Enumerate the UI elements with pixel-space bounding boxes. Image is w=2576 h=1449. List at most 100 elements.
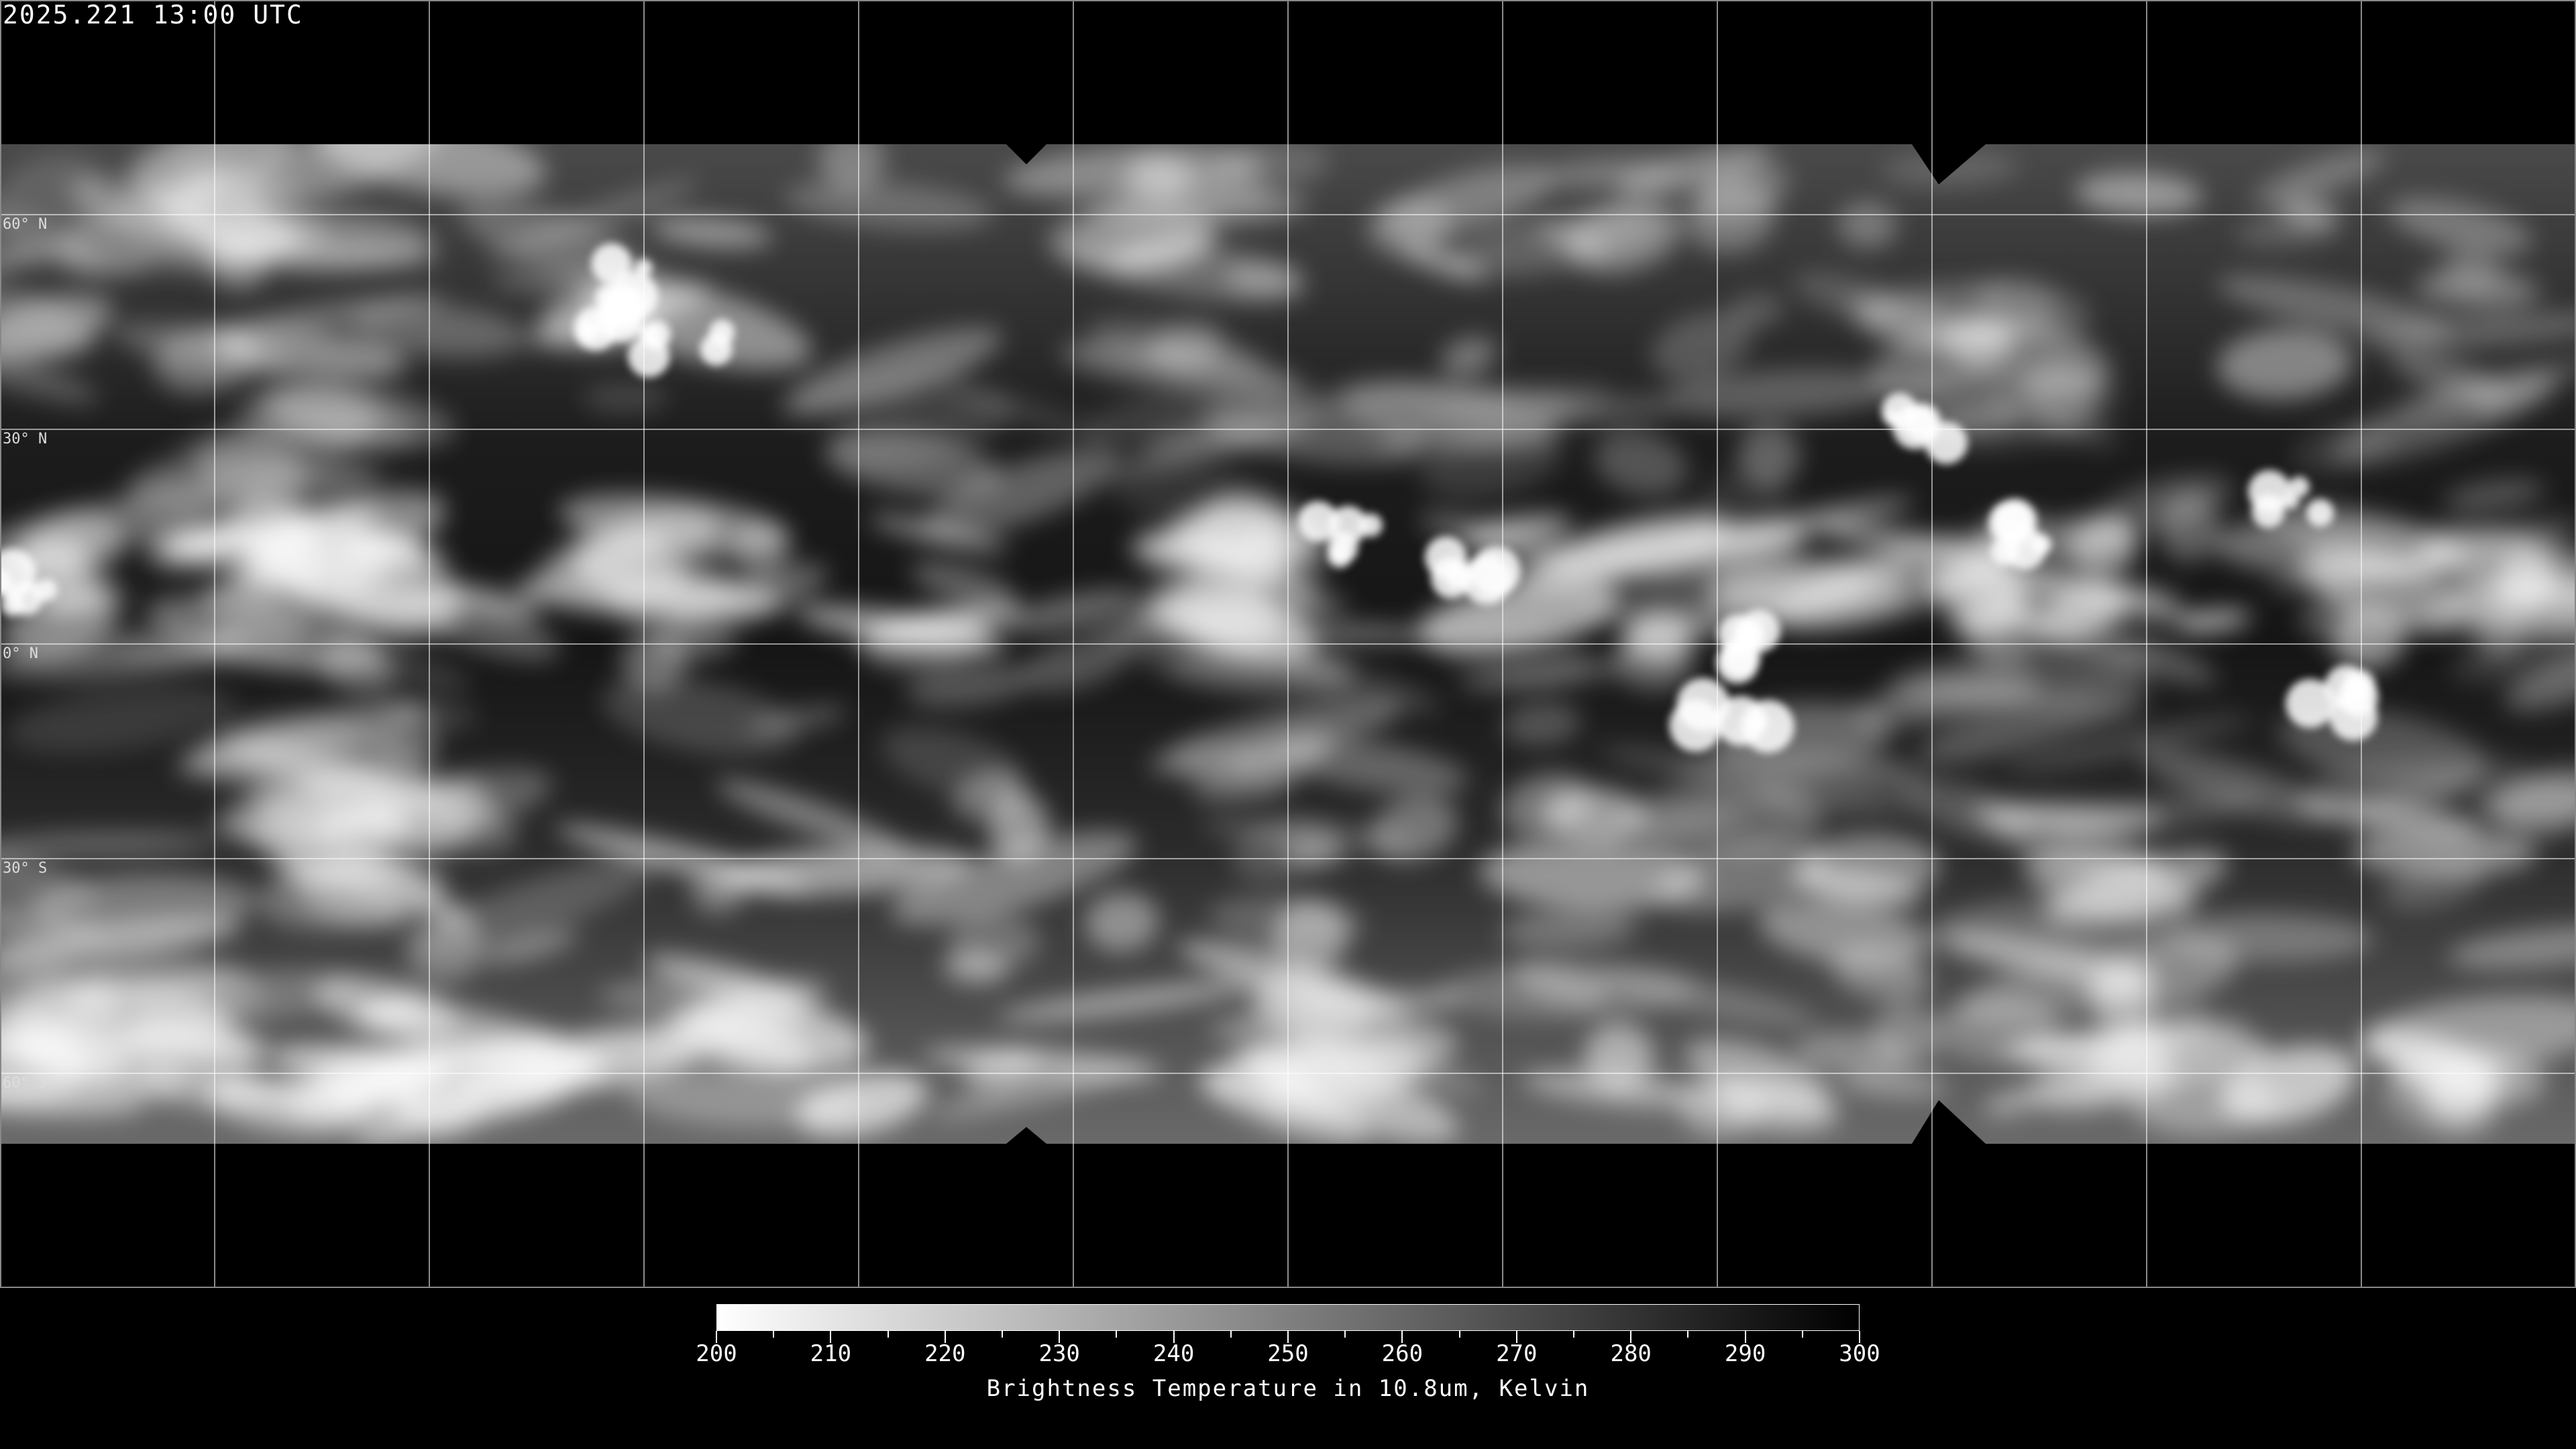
cloud <box>1662 369 1900 419</box>
colorbar-tick-label: 270 <box>1496 1340 1538 1367</box>
cloud <box>213 327 407 380</box>
cloud <box>1529 394 1678 425</box>
cloud <box>1208 989 1463 1039</box>
cloud <box>1083 380 1340 449</box>
cloud <box>650 217 773 248</box>
cloud <box>2082 936 2239 1012</box>
cloud <box>795 1071 928 1136</box>
colorbar-tick-label: 280 <box>1610 1340 1652 1367</box>
cloud <box>1237 1043 1459 1143</box>
cloud <box>869 515 1009 553</box>
cloud <box>2096 475 2233 533</box>
colorbar-tick-label: 290 <box>1724 1340 1766 1367</box>
lat-label-30s: 30° S <box>3 860 48 877</box>
colorbar-tick <box>1059 1331 1061 1343</box>
cloud <box>2235 213 2342 248</box>
cloud <box>2021 360 2100 427</box>
convective-cloud <box>591 243 632 284</box>
convective-cloud <box>1470 546 1521 596</box>
colorbar-tick <box>1458 1331 1460 1338</box>
convective-cloud <box>628 335 670 378</box>
colorbar-tick <box>1401 1331 1403 1343</box>
colorbar-tick <box>944 1331 946 1343</box>
cloud <box>1380 165 1554 239</box>
map-border <box>0 0 2576 1288</box>
colorbar-tick-label: 240 <box>1152 1340 1195 1367</box>
cloud <box>1419 512 1573 570</box>
cloud <box>2005 716 2251 772</box>
cloud <box>433 775 490 836</box>
cloud <box>1542 788 1646 841</box>
cloud <box>784 180 994 231</box>
cloud <box>602 676 798 755</box>
cloud <box>1815 524 2020 564</box>
cloud <box>1837 201 1898 249</box>
cloud <box>582 383 668 413</box>
cloud <box>2216 328 2353 400</box>
cloud <box>330 576 458 632</box>
cloud <box>1064 234 1306 303</box>
colorbar-tick-label: 230 <box>1038 1340 1080 1367</box>
cloud <box>482 930 579 965</box>
cloud <box>0 492 227 564</box>
cloud <box>640 978 828 1061</box>
cloud <box>1982 1085 2053 1116</box>
cloud <box>2380 1068 2497 1138</box>
cloud <box>905 663 1032 708</box>
cloud <box>988 792 1049 862</box>
cloud <box>2178 609 2251 633</box>
colorbar-caption: Brightness Temperature in 10.8um, Kelvin <box>986 1375 1590 1402</box>
cloud <box>405 915 484 984</box>
colorbar-tick <box>1002 1331 1003 1338</box>
colorbar-tick <box>716 1331 717 1343</box>
cloud <box>1084 892 1159 952</box>
cloud <box>1727 294 1784 328</box>
cloud <box>0 951 78 977</box>
cloud <box>2267 549 2520 590</box>
cloud <box>1938 568 2182 610</box>
cloud <box>381 1045 608 1090</box>
cloud <box>116 645 351 667</box>
colorbar-tick-label: 200 <box>696 1340 737 1367</box>
cloud <box>1651 312 1752 382</box>
cloud <box>721 845 972 896</box>
cloud <box>1830 947 1932 1000</box>
cloud <box>943 952 1010 984</box>
colorbar-tick <box>773 1331 775 1338</box>
cloud <box>0 293 113 364</box>
cloud <box>2296 792 2481 838</box>
convective-cloud <box>1297 501 1339 542</box>
convective-cloud <box>709 319 735 345</box>
colorbar-tick-label: 220 <box>924 1340 966 1367</box>
cloud <box>1479 839 1705 911</box>
cloud <box>266 382 456 449</box>
cloud <box>2449 615 2576 682</box>
convective-cloud <box>2306 499 2334 527</box>
cloud <box>68 984 233 1038</box>
cloud <box>1342 382 1576 419</box>
cloud <box>2491 777 2576 837</box>
convective-cloud <box>0 548 37 599</box>
cloud <box>1511 961 1608 1007</box>
cloud <box>1594 431 1688 496</box>
cloud <box>1709 1081 1839 1132</box>
cloud <box>576 545 693 602</box>
cloud <box>1537 160 1678 187</box>
cloud <box>0 906 109 945</box>
cloud <box>211 294 445 337</box>
cloud <box>350 303 527 358</box>
cloud <box>1625 784 1823 857</box>
cloud <box>1542 523 1806 578</box>
colorbar-tick <box>887 1331 889 1338</box>
cloud <box>1839 1071 1949 1097</box>
cloud <box>2292 421 2396 474</box>
cloud <box>1500 910 1638 950</box>
cloud <box>1292 1037 1381 1067</box>
convective-cloud <box>2282 492 2300 509</box>
colorbar <box>716 1304 1860 1331</box>
convective-cloud <box>1327 543 1352 568</box>
cloud <box>1591 971 1816 1026</box>
cloud <box>2139 748 2339 824</box>
colorbar-tick <box>1344 1331 1346 1338</box>
cloud <box>2388 197 2533 255</box>
